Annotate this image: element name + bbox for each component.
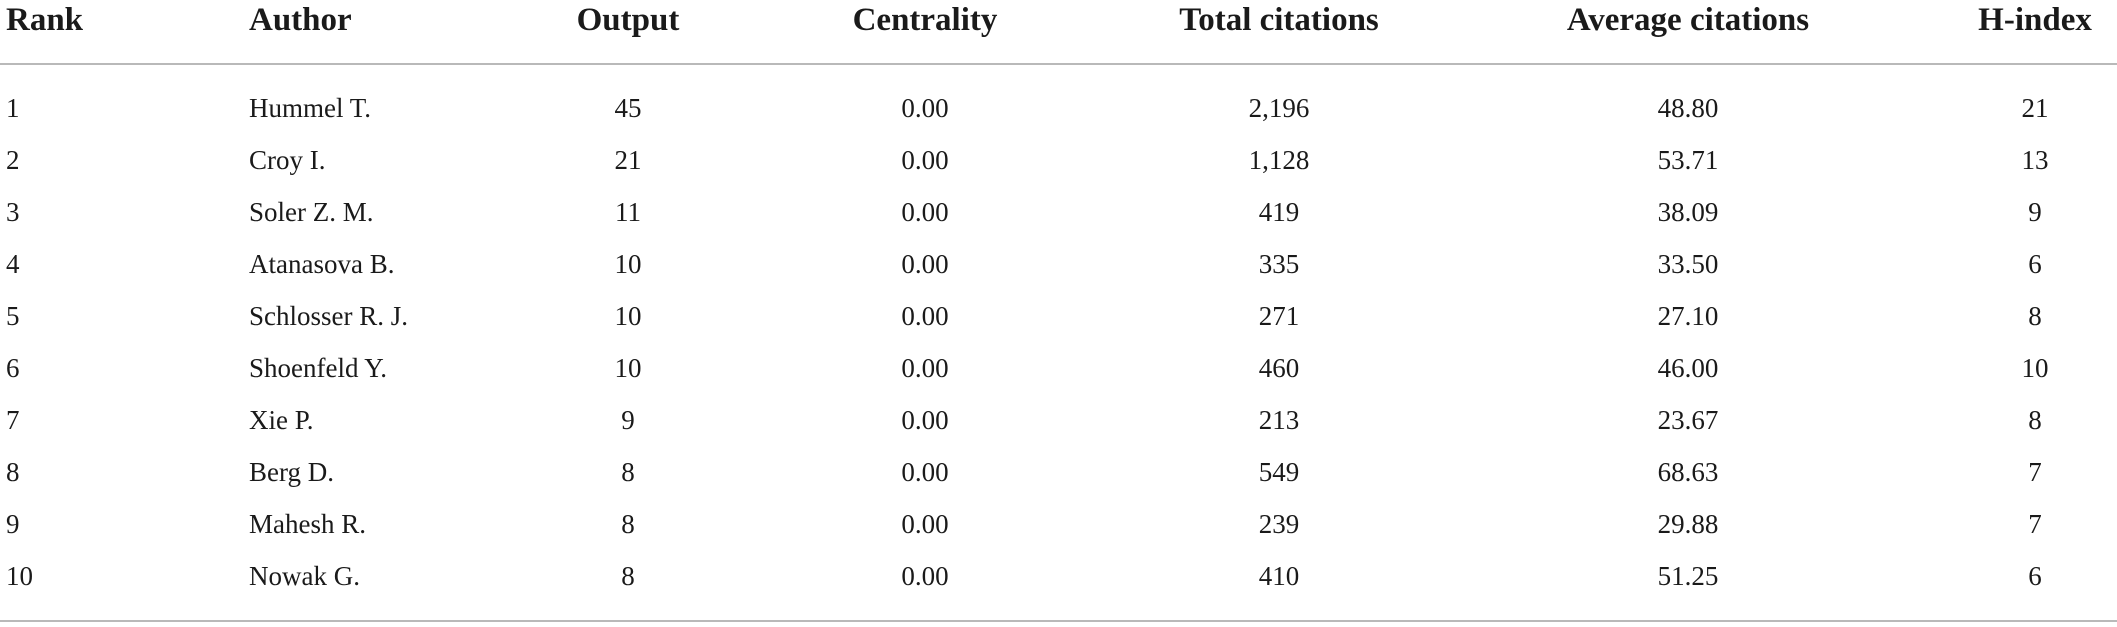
cell-h-index: 8 bbox=[2028, 405, 2042, 435]
cell-total-citations: 213 bbox=[1258, 405, 1300, 435]
table-row: 8 Berg D. 8 0.00 549 68.63 7 bbox=[0, 452, 2117, 504]
cell-rank: 9 bbox=[6, 509, 20, 539]
cell-centrality: 0.00 bbox=[901, 145, 949, 175]
cell-rank: 2 bbox=[6, 145, 20, 175]
cell-output: 11 bbox=[615, 197, 641, 227]
cell-centrality: 0.00 bbox=[901, 457, 949, 487]
cell-author: Atanasova B. bbox=[249, 249, 395, 279]
table-row: 1 Hummel T. 45 0.00 2,196 48.80 21 bbox=[0, 88, 2117, 140]
cell-average-citations: 33.50 bbox=[1657, 249, 1719, 279]
table-row: 6 Shoenfeld Y. 10 0.00 460 46.00 10 bbox=[0, 348, 2117, 400]
cell-total-citations: 1,128 bbox=[1248, 145, 1310, 175]
cell-author: Mahesh R. bbox=[249, 509, 366, 539]
cell-h-index: 7 bbox=[2028, 509, 2042, 539]
cell-rank: 4 bbox=[6, 249, 20, 279]
header-output: Output bbox=[576, 2, 680, 38]
cell-output: 10 bbox=[614, 249, 642, 279]
table-row: 10 Nowak G. 8 0.00 410 51.25 6 bbox=[0, 556, 2117, 608]
cell-average-citations: 38.09 bbox=[1657, 197, 1719, 227]
table-row: 3 Soler Z. M. 11 0.00 419 38.09 9 bbox=[0, 192, 2117, 244]
cell-author: Berg D. bbox=[249, 457, 334, 487]
cell-average-citations: 48.80 bbox=[1657, 93, 1719, 123]
cell-h-index: 10 bbox=[2021, 353, 2049, 383]
cell-output: 21 bbox=[614, 145, 642, 175]
table-header-row: Rank Author Output Centrality Total cita… bbox=[0, 0, 2117, 44]
cell-author: Soler Z. M. bbox=[249, 197, 374, 227]
cell-centrality: 0.00 bbox=[901, 249, 949, 279]
cell-output: 10 bbox=[614, 353, 642, 383]
cell-centrality: 0.00 bbox=[901, 353, 949, 383]
cell-author: Shoenfeld Y. bbox=[249, 353, 387, 383]
cell-output: 8 bbox=[621, 561, 635, 591]
header-centrality: Centrality bbox=[852, 2, 998, 38]
cell-output: 9 bbox=[621, 405, 635, 435]
cell-total-citations: 460 bbox=[1258, 353, 1300, 383]
cell-author: Nowak G. bbox=[249, 561, 360, 591]
cell-total-citations: 239 bbox=[1258, 509, 1300, 539]
table-row: 9 Mahesh R. 8 0.00 239 29.88 7 bbox=[0, 504, 2117, 556]
cell-centrality: 0.00 bbox=[901, 93, 949, 123]
cell-output: 45 bbox=[614, 93, 642, 123]
table-row: 4 Atanasova B. 10 0.00 335 33.50 6 bbox=[0, 244, 2117, 296]
cell-rank: 7 bbox=[6, 405, 20, 435]
cell-author: Xie P. bbox=[249, 405, 314, 435]
cell-average-citations: 46.00 bbox=[1657, 353, 1719, 383]
cell-total-citations: 335 bbox=[1258, 249, 1300, 279]
cell-h-index: 7 bbox=[2028, 457, 2042, 487]
header-h-index: H-index bbox=[1978, 2, 2092, 38]
cell-total-citations: 271 bbox=[1258, 301, 1300, 331]
cell-h-index: 6 bbox=[2028, 249, 2042, 279]
cell-rank: 8 bbox=[6, 457, 20, 487]
cell-h-index: 21 bbox=[2021, 93, 2049, 123]
table-bottom-rule bbox=[0, 620, 2117, 622]
cell-centrality: 0.00 bbox=[901, 405, 949, 435]
cell-centrality: 0.00 bbox=[901, 301, 949, 331]
cell-total-citations: 419 bbox=[1258, 197, 1300, 227]
cell-h-index: 9 bbox=[2028, 197, 2042, 227]
table-row: 2 Croy I. 21 0.00 1,128 53.71 13 bbox=[0, 140, 2117, 192]
table-row: 5 Schlosser R. J. 10 0.00 271 27.10 8 bbox=[0, 296, 2117, 348]
cell-average-citations: 27.10 bbox=[1657, 301, 1719, 331]
cell-h-index: 6 bbox=[2028, 561, 2042, 591]
cell-average-citations: 68.63 bbox=[1657, 457, 1719, 487]
cell-average-citations: 53.71 bbox=[1657, 145, 1719, 175]
header-total-citations: Total citations bbox=[1179, 2, 1379, 38]
cell-average-citations: 51.25 bbox=[1657, 561, 1719, 591]
cell-author: Croy I. bbox=[249, 145, 326, 175]
cell-output: 10 bbox=[614, 301, 642, 331]
cell-rank: 5 bbox=[6, 301, 20, 331]
header-author: Author bbox=[249, 2, 352, 38]
cell-author: Schlosser R. J. bbox=[249, 301, 409, 331]
cell-rank: 10 bbox=[6, 561, 33, 591]
cell-centrality: 0.00 bbox=[901, 197, 949, 227]
cell-rank: 6 bbox=[6, 353, 20, 383]
header-average-citations: Average citations bbox=[1566, 2, 1810, 38]
cell-output: 8 bbox=[621, 457, 635, 487]
cell-total-citations: 410 bbox=[1258, 561, 1300, 591]
cell-rank: 3 bbox=[6, 197, 20, 227]
cell-centrality: 0.00 bbox=[901, 509, 949, 539]
header-rank: Rank bbox=[6, 2, 84, 38]
cell-total-citations: 549 bbox=[1258, 457, 1300, 487]
cell-total-citations: 2,196 bbox=[1248, 93, 1310, 123]
cell-output: 8 bbox=[621, 509, 635, 539]
cell-rank: 1 bbox=[6, 93, 20, 123]
cell-average-citations: 29.88 bbox=[1657, 509, 1719, 539]
cell-centrality: 0.00 bbox=[901, 561, 949, 591]
header-divider bbox=[0, 63, 2117, 65]
cell-h-index: 8 bbox=[2028, 301, 2042, 331]
table-row: 7 Xie P. 9 0.00 213 23.67 8 bbox=[0, 400, 2117, 452]
cell-average-citations: 23.67 bbox=[1657, 405, 1719, 435]
cell-author: Hummel T. bbox=[249, 93, 371, 123]
cell-h-index: 13 bbox=[2021, 145, 2049, 175]
